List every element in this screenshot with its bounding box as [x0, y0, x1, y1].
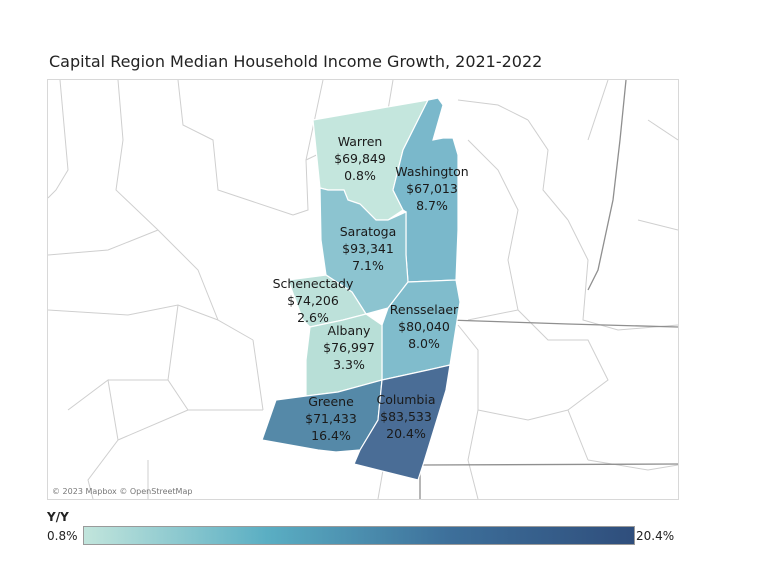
label-washington: Washington $67,013 8.7% [395, 164, 468, 213]
county-shapes [261, 97, 461, 481]
county-name: Warren [338, 134, 383, 149]
county-income: $67,013 [406, 181, 458, 196]
label-albany: Albany $76,997 3.3% [323, 323, 375, 372]
county-income: $76,997 [323, 340, 375, 355]
county-growth: 0.8% [344, 168, 376, 183]
legend-color-ramp [83, 526, 635, 545]
label-warren: Warren $69,849 0.8% [334, 134, 386, 183]
map-canvas[interactable]: Warren $69,849 0.8% Washington $67,013 8… [47, 79, 679, 500]
map-svg: Warren $69,849 0.8% Washington $67,013 8… [48, 80, 678, 499]
county-labels: Warren $69,849 0.8% Washington $67,013 8… [273, 134, 469, 443]
county-name: Saratoga [340, 224, 397, 239]
label-columbia: Columbia $83,533 20.4% [376, 392, 435, 441]
county-growth: 8.7% [416, 198, 448, 213]
map-title: Capital Region Median Household Income G… [49, 52, 543, 71]
county-income: $80,040 [398, 319, 450, 334]
legend-title: Y/Y [47, 510, 69, 524]
legend-min-label: 0.8% [47, 529, 78, 543]
label-schenectady: Schenectady $74,206 2.6% [273, 276, 354, 325]
county-income: $71,433 [305, 411, 357, 426]
county-growth: 8.0% [408, 336, 440, 351]
county-income: $69,849 [334, 151, 386, 166]
county-name: Washington [395, 164, 468, 179]
county-growth: 2.6% [297, 310, 329, 325]
county-growth: 20.4% [386, 426, 426, 441]
county-name: Columbia [376, 392, 435, 407]
state-boundaries [419, 80, 678, 499]
county-name: Rensselaer [390, 302, 459, 317]
county-washington[interactable] [392, 97, 459, 283]
county-growth: 16.4% [311, 428, 351, 443]
label-rensselaer: Rensselaer $80,040 8.0% [390, 302, 459, 351]
county-income: $74,206 [287, 293, 339, 308]
label-saratoga: Saratoga $93,341 7.1% [340, 224, 397, 273]
county-name: Albany [328, 323, 372, 338]
legend-max-label: 20.4% [636, 529, 675, 543]
county-income: $93,341 [342, 241, 394, 256]
map-attribution[interactable]: © 2023 Mapbox © OpenStreetMap [52, 487, 193, 496]
county-name: Greene [308, 394, 354, 409]
county-growth: 3.3% [333, 357, 365, 372]
county-income: $83,533 [380, 409, 432, 424]
county-name: Schenectady [273, 276, 354, 291]
county-columbia[interactable] [353, 364, 451, 481]
county-greene[interactable] [261, 379, 383, 453]
label-greene: Greene $71,433 16.4% [305, 394, 357, 443]
county-growth: 7.1% [352, 258, 384, 273]
